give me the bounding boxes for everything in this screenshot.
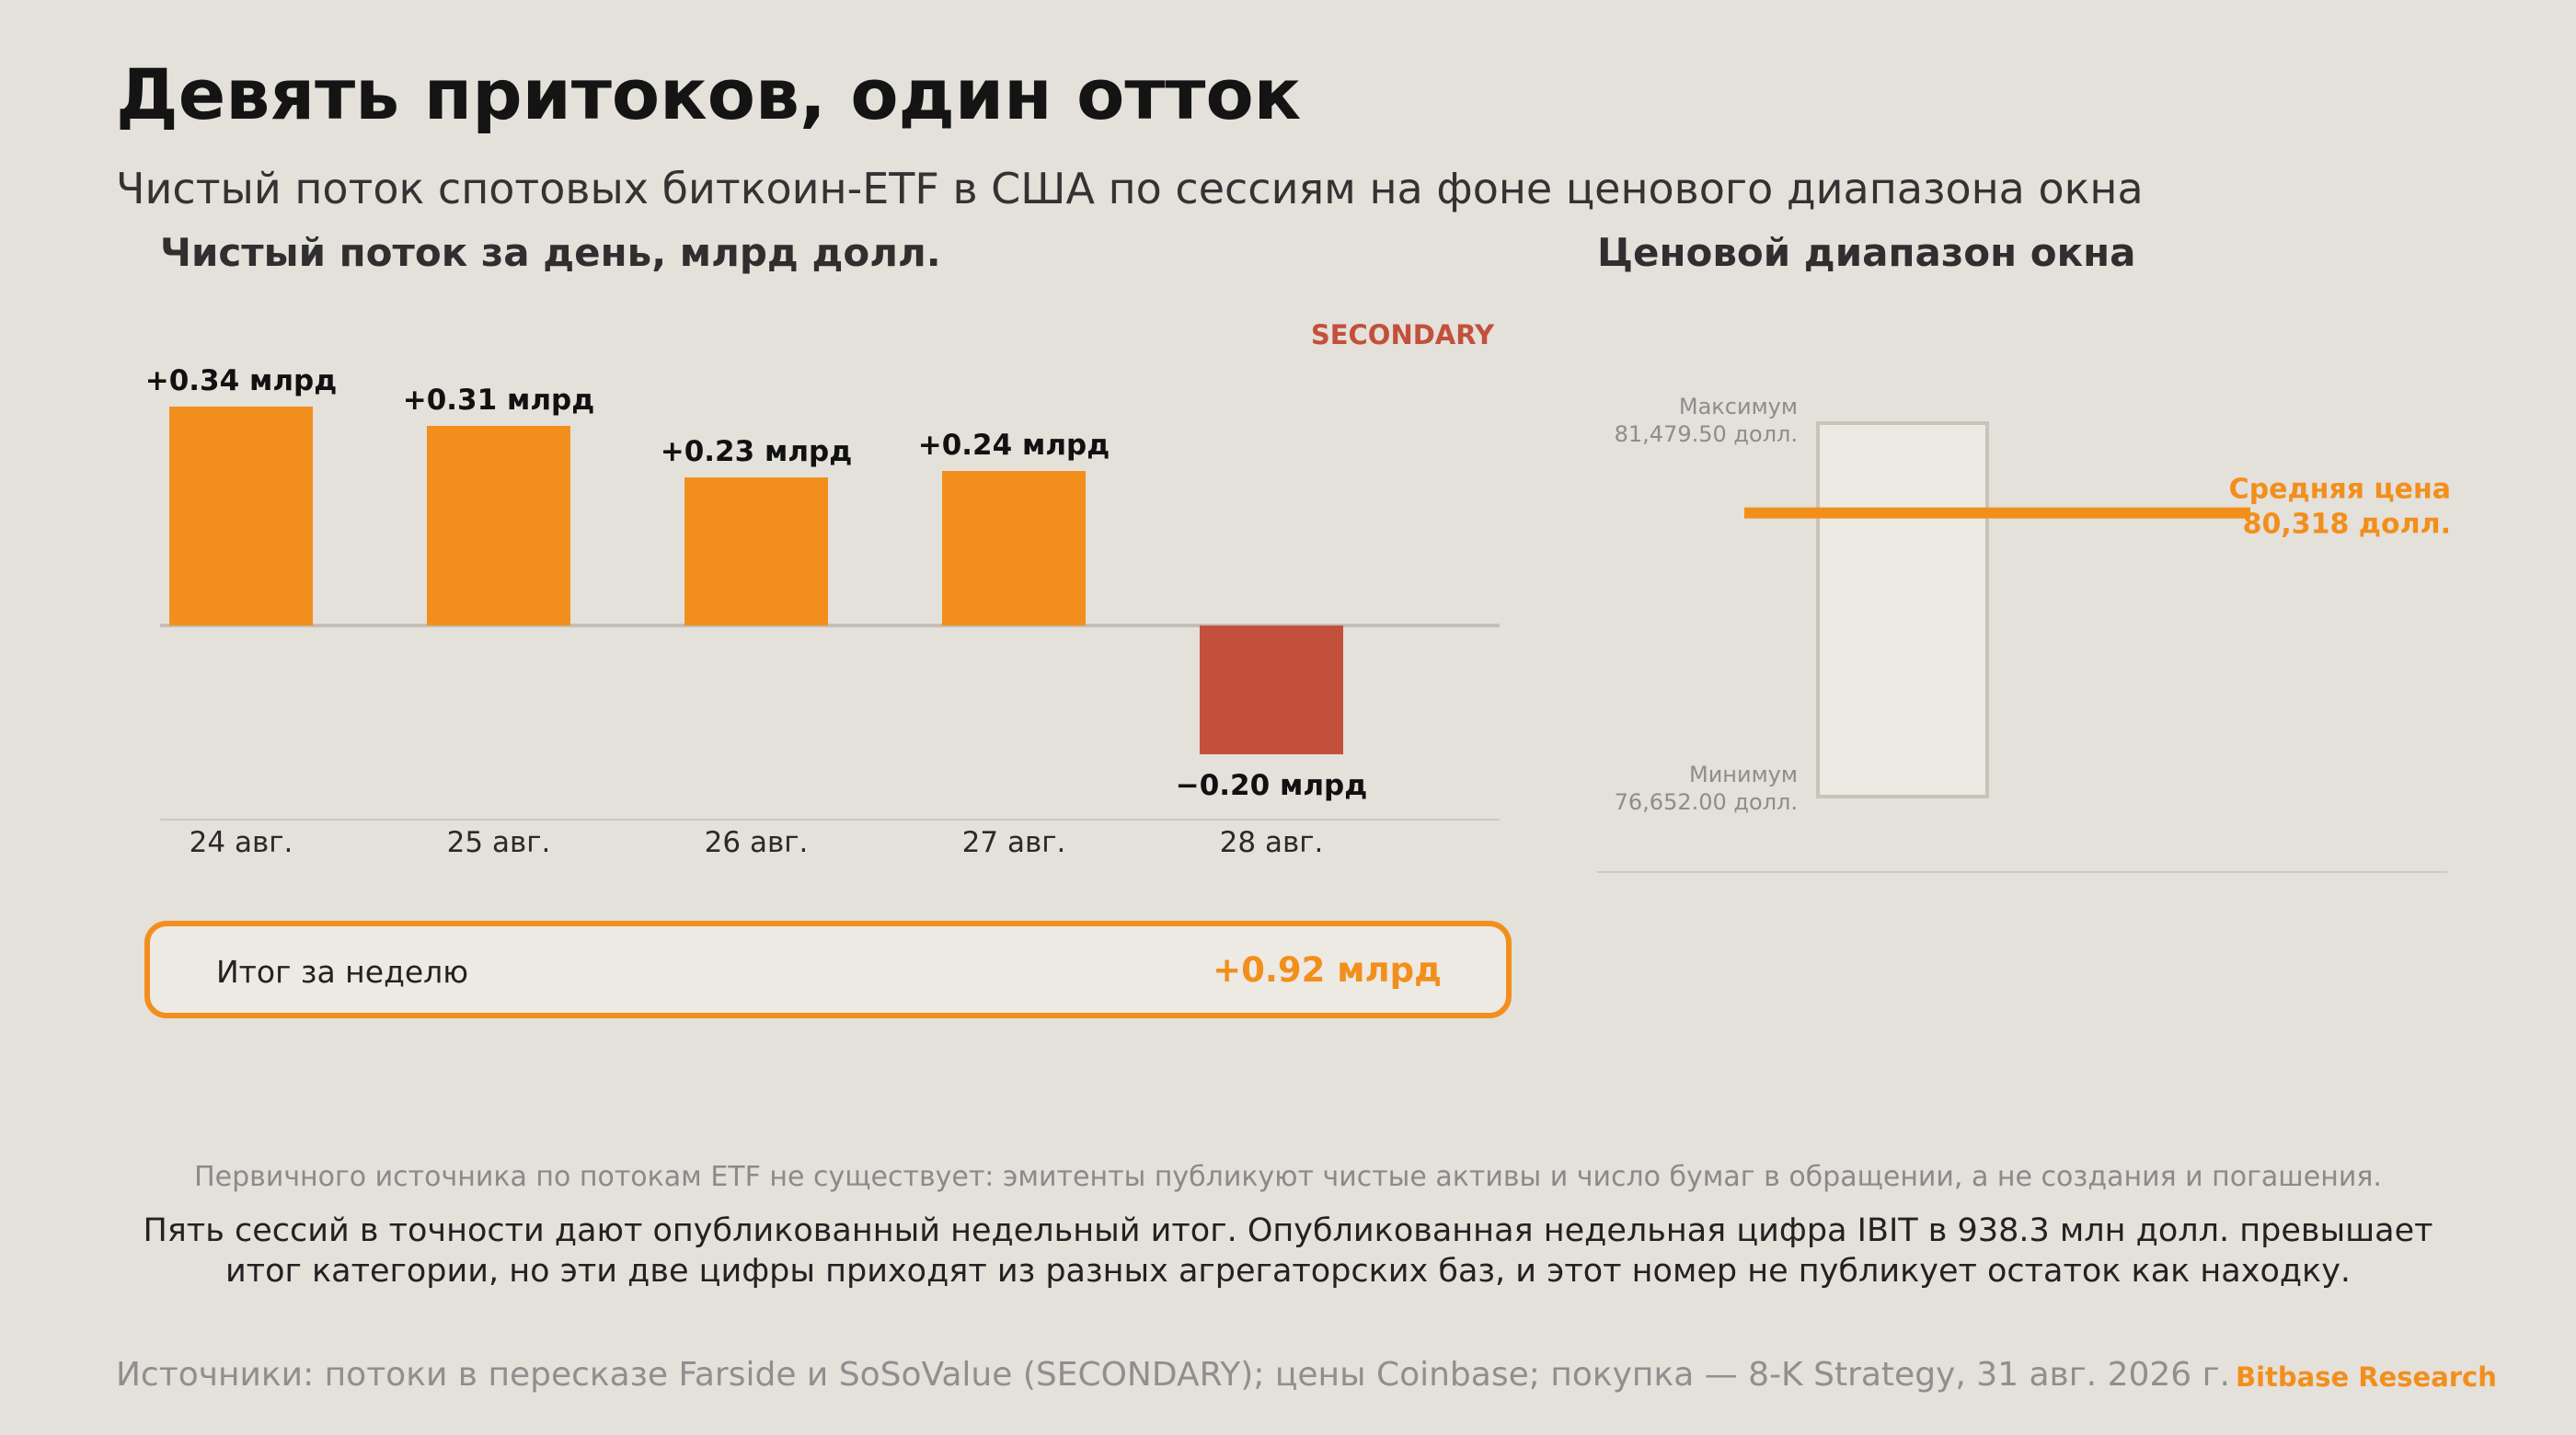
bar-5 — [1200, 626, 1343, 754]
flow-bar-chart: SECONDARY +0.34 млрд 24 авг. +0.31 млрд 25 … — [145, 319, 1500, 859]
bar-value-label: +0.24 млрд — [918, 429, 1110, 462]
bar-2 — [427, 426, 570, 626]
x-tick-label: 27 авг. — [962, 826, 1066, 859]
note-sessions: Пять сессий в точности дают опубликованн… — [143, 1212, 2433, 1290]
mean-price-label: Средняя цена — [2229, 474, 2451, 506]
bar-3 — [684, 477, 828, 626]
sources-footer: Источники: потоки в пересказе Farside и … — [116, 1356, 2230, 1394]
min-price-label: 76,652.00 долл. — [1615, 789, 1798, 815]
weekly-total-box: Итог за неделю +0.92 млрд — [144, 921, 1512, 1018]
weekly-total-label: Итог за неделю — [216, 954, 469, 990]
x-tick-label: 24 авг. — [190, 826, 293, 859]
x-tick-label: 26 авг. — [705, 826, 809, 859]
max-price-label: Максимум — [1679, 394, 1798, 419]
mean-price-label: 80,318 долл. — [2243, 509, 2451, 541]
page-subtitle: Чистый поток спотовых биткоин-ETF в США … — [116, 164, 2144, 213]
max-price-label: 81,479.50 долл. — [1615, 421, 1798, 447]
flow-chart-title: Чистый поток за день, млрд долл. — [160, 230, 941, 275]
secondary-tag: SECONDARY — [1311, 319, 1495, 350]
bar-value-label: +0.34 млрд — [145, 364, 338, 397]
brand-logo: Bitbase Research — [2236, 1361, 2497, 1393]
price-range-box — [1816, 421, 1989, 798]
weekly-total-value: +0.92 млрд — [1213, 950, 1442, 990]
x-tick-label: 28 авг. — [1220, 826, 1324, 859]
bar-4 — [942, 471, 1086, 626]
bar-value-label: +0.23 млрд — [661, 435, 853, 468]
bar-value-label: −0.20 млрд — [1176, 769, 1368, 802]
bar-1 — [169, 407, 313, 626]
x-tick-label: 25 авг. — [447, 826, 551, 859]
min-price-label: Минимум — [1689, 762, 1798, 787]
note-primary-source: Первичного источника по потокам ETF не с… — [194, 1161, 2382, 1193]
bar-value-label: +0.31 млрд — [403, 384, 595, 417]
range-chart-title: Ценовой диапазон окна — [1597, 230, 2136, 275]
page-title: Девять притоков, один отток — [116, 53, 1302, 135]
